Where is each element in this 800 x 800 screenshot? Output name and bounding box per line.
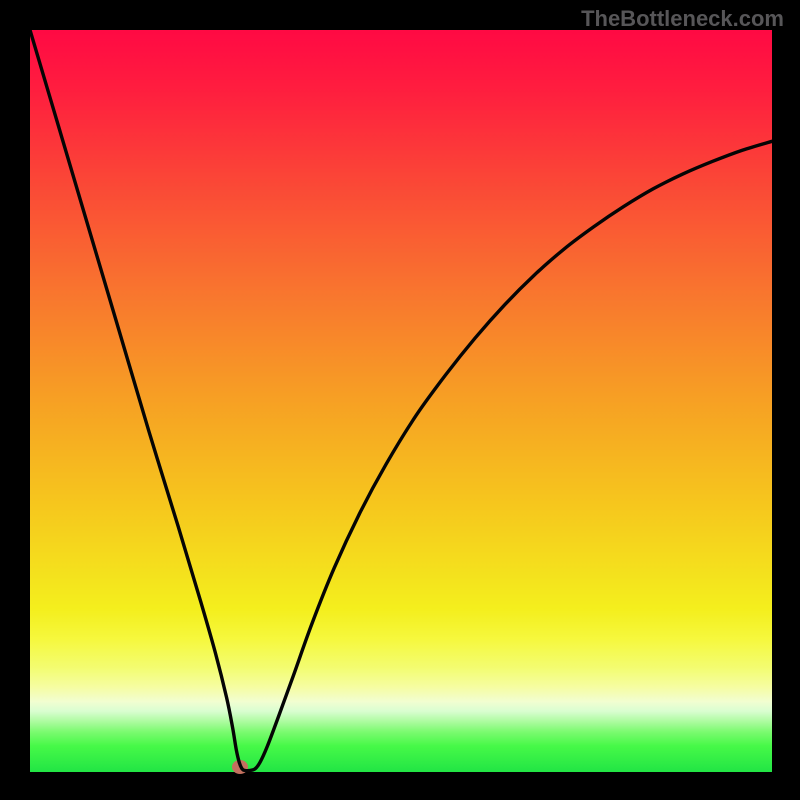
plot-area <box>30 30 772 772</box>
curve-path <box>30 30 772 771</box>
bottleneck-curve <box>30 30 772 772</box>
attribution-text: TheBottleneck.com <box>581 6 784 32</box>
chart-stage: TheBottleneck.com <box>0 0 800 800</box>
